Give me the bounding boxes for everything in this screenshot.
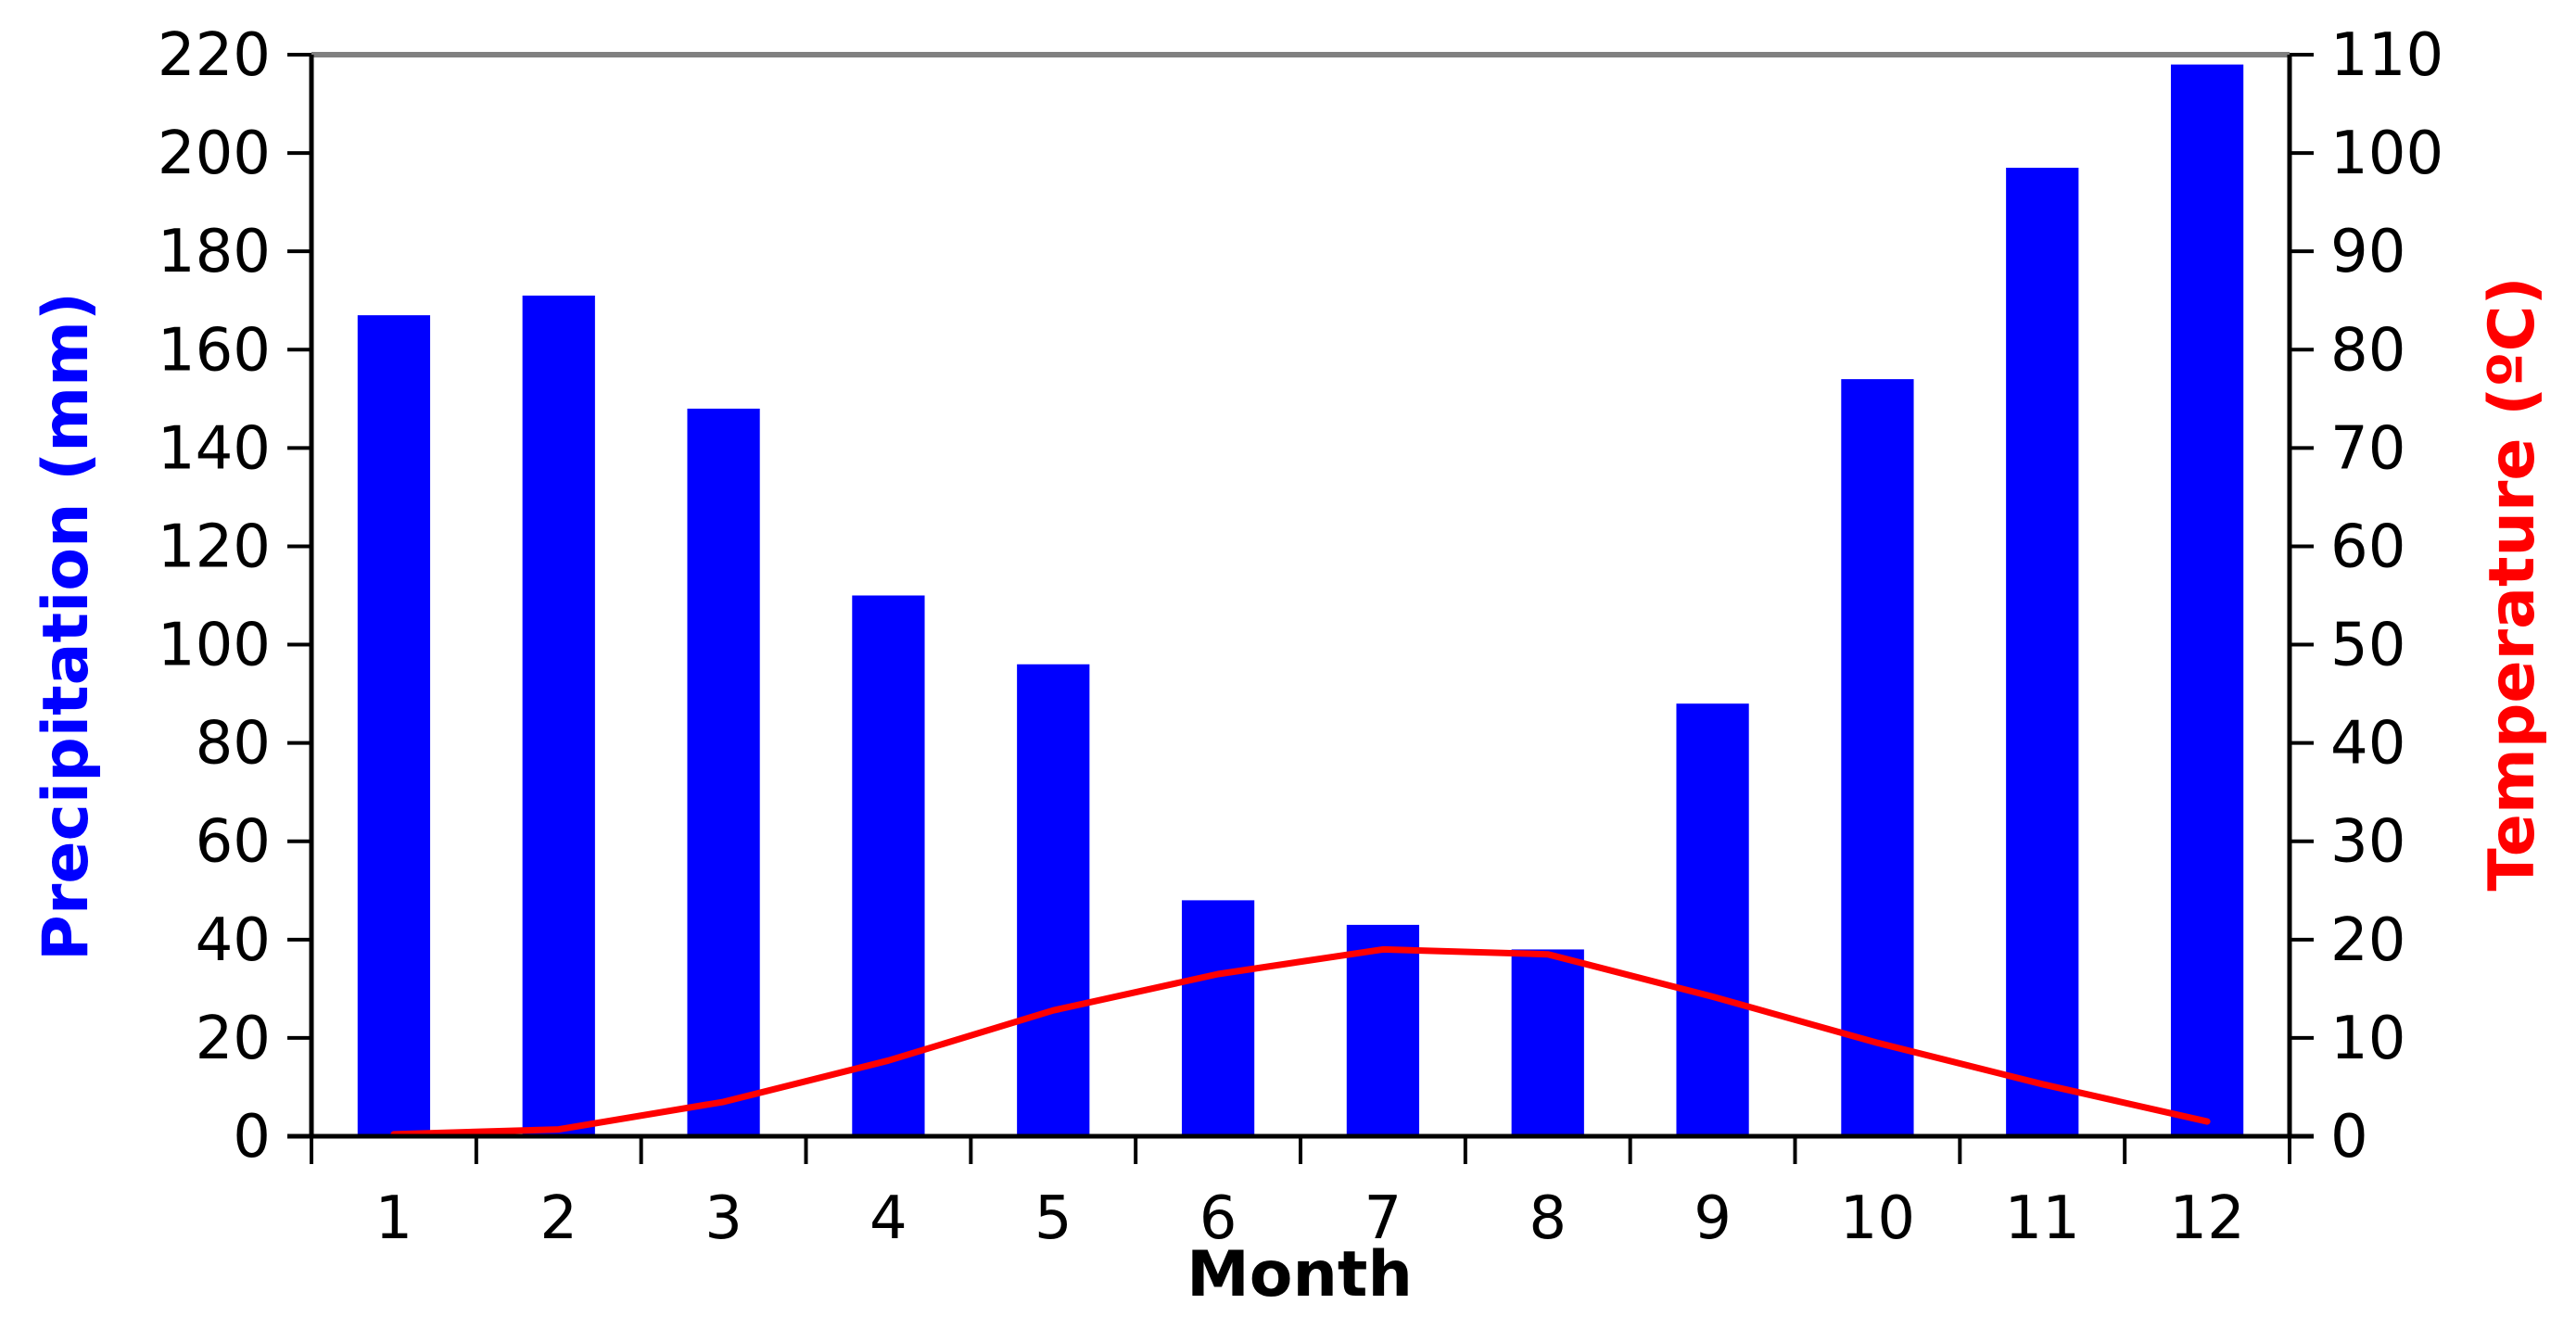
temperature-point-8 [1545, 952, 1550, 956]
y2-tick-label: 10 [2330, 1005, 2405, 1073]
temperature-point-2 [556, 1127, 561, 1132]
temperature-point-12 [2205, 1120, 2210, 1124]
line-layer [390, 945, 2211, 1138]
temperature-point-11 [2040, 1082, 2045, 1086]
temperature-point-7 [1380, 947, 1385, 952]
y2-tick-label: 30 [2330, 808, 2405, 877]
x-tick-label-7: 7 [1364, 1184, 1402, 1253]
y2-tick-label: 60 [2330, 513, 2405, 581]
y-tick-label: 40 [196, 906, 271, 975]
x-tick-label-6: 6 [1199, 1184, 1237, 1253]
bar-month-1 [357, 315, 431, 1137]
y2-tick-label: 90 [2330, 218, 2405, 286]
x-tick-label-2: 2 [539, 1184, 577, 1253]
bar-month-11 [2006, 168, 2079, 1137]
bar-month-6 [1181, 900, 1255, 1136]
bar-month-9 [1676, 703, 1749, 1136]
x-tick-label-5: 5 [1034, 1184, 1072, 1253]
temperature-point-6 [1216, 971, 1221, 976]
y-tick-label: 20 [196, 1005, 271, 1073]
bar-month-5 [1017, 664, 1090, 1136]
y2-tick-label: 110 [2330, 21, 2443, 90]
y2-tick-label: 80 [2330, 316, 2405, 385]
axes-layer [287, 53, 2314, 1164]
y2-tick-label: 20 [2330, 906, 2405, 975]
y-tick-label: 60 [196, 808, 271, 877]
y2-axis-title: Temperature (ºC) [2476, 276, 2549, 891]
y-tick-label: 140 [158, 414, 271, 483]
bar-month-2 [522, 295, 595, 1136]
x-tick-label-11: 11 [2005, 1184, 2080, 1253]
temperature-point-3 [721, 1099, 726, 1104]
y-tick-label: 0 [233, 1103, 271, 1171]
x-axis-title: Month [1186, 1238, 1413, 1311]
y-tick-label: 200 [158, 120, 271, 188]
bar-month-3 [687, 408, 760, 1137]
x-tick-label-3: 3 [704, 1184, 742, 1253]
x-tick-label-12: 12 [2169, 1184, 2244, 1253]
x-tick-label-8: 8 [1529, 1184, 1567, 1253]
temperature-point-4 [886, 1058, 891, 1063]
y2-tick-label: 50 [2330, 612, 2405, 680]
bar-month-4 [852, 595, 925, 1136]
temperature-point-10 [1875, 1041, 1880, 1045]
y-tick-label: 80 [196, 710, 271, 779]
temperature-point-9 [1710, 994, 1715, 999]
x-tick-label-10: 10 [1840, 1184, 1915, 1253]
y-tick-label: 180 [158, 218, 271, 286]
y2-tick-label: 70 [2330, 414, 2405, 483]
temperature-line [390, 945, 2211, 1138]
bar-month-10 [1841, 379, 1914, 1137]
y-tick-label: 120 [158, 513, 271, 581]
bars-layer [357, 64, 2244, 1137]
x-tick-label-9: 9 [1694, 1184, 1732, 1253]
bar-month-12 [2170, 64, 2244, 1136]
x-tick-label-1: 1 [375, 1184, 413, 1253]
y2-tick-label: 40 [2330, 710, 2405, 779]
y2-tick-label: 0 [2330, 1103, 2368, 1171]
bar-month-7 [1346, 924, 1420, 1136]
labels-layer: 0204060801001201401601802002200102030405… [158, 21, 2443, 1253]
bar-month-8 [1511, 949, 1584, 1136]
y-tick-label: 160 [158, 316, 271, 385]
y2-tick-label: 100 [2330, 120, 2443, 188]
y-tick-label: 220 [158, 21, 271, 90]
y-axis-title: Precipitation (mm) [30, 292, 103, 961]
y-tick-label: 100 [158, 612, 271, 680]
temperature-point-5 [1051, 1008, 1056, 1013]
x-tick-label-4: 4 [869, 1184, 907, 1253]
